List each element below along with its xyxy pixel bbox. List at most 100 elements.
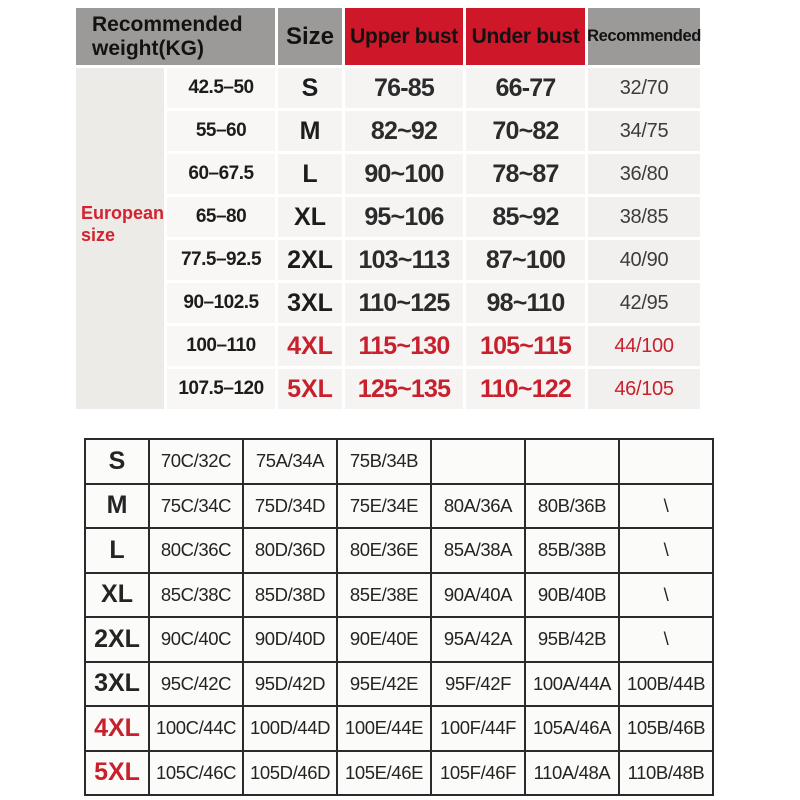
cup-row-label: 4XL (86, 707, 148, 750)
cup-size-cell: 75E/34E (338, 484, 430, 527)
cup-size-cell: 90A/40A (432, 573, 524, 616)
cup-size-cell: 95D/42D (244, 662, 336, 705)
header-recommended-weight: Recommended weight(KG) (76, 8, 275, 65)
cup-size-cell: 90C/40C (150, 618, 242, 661)
cup-size-cell: 85E/38E (338, 573, 430, 616)
upper-bust-cell: 115~130 (345, 326, 463, 366)
cup-size-cell: 85B/38B (526, 529, 618, 572)
size-cell: S (278, 68, 342, 108)
size-cell: 4XL (278, 326, 342, 366)
cup-size-cell: 80B/36B (526, 484, 618, 527)
size-cell: 3XL (278, 283, 342, 323)
cup-row-label: L (86, 529, 148, 572)
cup-row-label: 5XL (86, 751, 148, 794)
under-bust-cell: 66-77 (466, 68, 585, 108)
cup-size-cell: 105E/46E (338, 751, 430, 794)
cup-size-cell: 110B/48B (620, 751, 712, 794)
cup-row-label: M (86, 484, 148, 527)
header-recommended: Recommended (587, 8, 701, 65)
cup-size-cell: 90E/40E (338, 618, 430, 661)
cup-size-cell: 70C/32C (150, 440, 242, 483)
cup-size-cell: 75D/34D (244, 484, 336, 527)
under-bust-cell: 98~110 (466, 283, 585, 323)
cup-size-cell: 75B/34B (338, 440, 430, 483)
cup-size-cell: 90B/40B (526, 573, 618, 616)
cup-size-cell: 95A/42A (432, 618, 524, 661)
recommended-cell: 32/70 (588, 68, 700, 108)
recommended-cell: 40/90 (588, 240, 700, 280)
cup-row-label: 3XL (86, 662, 148, 705)
upper-bust-cell: 125~135 (345, 369, 463, 409)
cup-size-cell: 85A/38A (432, 529, 524, 572)
upper-bust-cell: 95~106 (345, 197, 463, 237)
cup-size-cell: 105C/46C (150, 751, 242, 794)
cup-size-cell: \ (620, 484, 712, 527)
cup-size-cell (620, 440, 712, 483)
under-bust-cell: 87~100 (466, 240, 585, 280)
under-bust-cell: 105~115 (466, 326, 585, 366)
size-measurement-table: Recommended weight(KG) Size Upper bust U… (76, 8, 701, 409)
upper-bust-cell: 76-85 (345, 68, 463, 108)
under-bust-cell: 78~87 (466, 154, 585, 194)
upper-bust-cell: 90~100 (345, 154, 463, 194)
upper-bust-cell: 103~113 (345, 240, 463, 280)
european-size-label: European size (76, 68, 164, 409)
cup-size-cell: 95E/42E (338, 662, 430, 705)
cup-row-label: 2XL (86, 618, 148, 661)
weight-cell: 107.5–120 (167, 369, 275, 409)
weight-cell: 55–60 (167, 111, 275, 151)
cup-size-cell: 85D/38D (244, 573, 336, 616)
cup-size-cell: 80A/36A (432, 484, 524, 527)
size-cell: L (278, 154, 342, 194)
upper-bust-cell: 110~125 (345, 283, 463, 323)
recommended-cell: 46/105 (588, 369, 700, 409)
cup-size-cell: 100E/44E (338, 707, 430, 750)
size-cell: 2XL (278, 240, 342, 280)
recommended-cell: 38/85 (588, 197, 700, 237)
header-size: Size (278, 8, 342, 65)
cup-size-cell: 100B/44B (620, 662, 712, 705)
cup-row-label: S (86, 440, 148, 483)
cup-size-cell: 110A/48A (526, 751, 618, 794)
european-size-label-text: European size (81, 203, 165, 245)
cup-size-cell: 80E/36E (338, 529, 430, 572)
weight-cell: 65–80 (167, 197, 275, 237)
size-cell: 5XL (278, 369, 342, 409)
header-under-bust: Under bust (466, 8, 585, 65)
cup-size-cell (526, 440, 618, 483)
cup-size-cell: \ (620, 529, 712, 572)
recommended-cell: 42/95 (588, 283, 700, 323)
cup-row-label: XL (86, 573, 148, 616)
header-upper-bust: Upper bust (345, 8, 463, 65)
weight-cell: 42.5–50 (167, 68, 275, 108)
cup-size-cell: \ (620, 618, 712, 661)
cup-size-cell (432, 440, 524, 483)
weight-cell: 60–67.5 (167, 154, 275, 194)
cup-size-cell: 80C/36C (150, 529, 242, 572)
weight-cell: 100–110 (167, 326, 275, 366)
cup-size-table: S 70C/32C 75A/34A 75B/34B M 75C/34C 75D/… (84, 438, 714, 796)
recommended-cell: 44/100 (588, 326, 700, 366)
cup-size-cell: 100F/44F (432, 707, 524, 750)
weight-cell: 90–102.5 (167, 283, 275, 323)
cup-size-cell: 105F/46F (432, 751, 524, 794)
cup-size-cell: 105B/46B (620, 707, 712, 750)
cup-size-cell: 85C/38C (150, 573, 242, 616)
size-cell: XL (278, 197, 342, 237)
size-cell: M (278, 111, 342, 151)
cup-size-cell: 75A/34A (244, 440, 336, 483)
cup-size-cell: 80D/36D (244, 529, 336, 572)
cup-size-cell: 95F/42F (432, 662, 524, 705)
under-bust-cell: 70~82 (466, 111, 585, 151)
cup-size-cell: 100A/44A (526, 662, 618, 705)
upper-bust-cell: 82~92 (345, 111, 463, 151)
recommended-cell: 36/80 (588, 154, 700, 194)
cup-size-cell: 90D/40D (244, 618, 336, 661)
weight-cell: 77.5–92.5 (167, 240, 275, 280)
recommended-cell: 34/75 (588, 111, 700, 151)
cup-size-cell: 100C/44C (150, 707, 242, 750)
cup-size-cell: 105D/46D (244, 751, 336, 794)
under-bust-cell: 110~122 (466, 369, 585, 409)
cup-size-cell: 95B/42B (526, 618, 618, 661)
